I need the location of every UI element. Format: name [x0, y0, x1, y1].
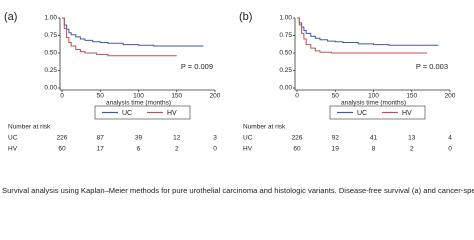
survival-curve [62, 17, 177, 57]
x-tick-label: 100 [368, 93, 379, 100]
risk-value: 226 [292, 135, 303, 142]
risk-value: 3 [213, 135, 217, 142]
survival-curve [62, 17, 204, 47]
risk-row-label: HV [243, 146, 253, 153]
p-value: P = 0.003 [416, 62, 448, 71]
risk-table-title: Number at risk [243, 124, 286, 131]
risk-value: 2 [410, 146, 414, 153]
risk-value: 41 [370, 135, 378, 142]
legend-box [329, 105, 426, 120]
y-tick-label: 0.00 [279, 85, 292, 92]
survival-curve [297, 17, 439, 46]
x-tick-label: 50 [97, 93, 105, 100]
risk-value: 12 [173, 135, 181, 142]
x-axis-title: analysis time (months) [106, 100, 171, 107]
risk-value: 60 [293, 146, 301, 153]
p-value: P = 0.009 [181, 62, 213, 71]
risk-value: 17 [97, 146, 105, 153]
x-tick-label: 0 [60, 93, 64, 100]
legend-label: HV [167, 110, 177, 117]
risk-row-label: UC [8, 135, 18, 142]
y-tick-label: 0.00 [44, 85, 57, 92]
y-tick-label: 0.25 [44, 67, 57, 74]
risk-value: 4 [448, 135, 452, 142]
y-tick-label: 0.75 [44, 32, 57, 39]
x-tick-label: 150 [171, 93, 182, 100]
risk-value: 6 [137, 146, 141, 153]
x-axis-title: analysis time (months) [341, 100, 406, 107]
y-tick-label: 0.50 [44, 50, 57, 57]
risk-value: 60 [58, 146, 66, 153]
risk-value: 0 [213, 146, 217, 153]
caption: Survival analysis using Kaplan–Meier met… [2, 186, 474, 195]
y-tick-label: 0.50 [279, 50, 292, 57]
y-tick-label: 0.25 [279, 67, 292, 74]
legend-label: HV [402, 110, 412, 117]
y-tick-label: 0.75 [279, 32, 292, 39]
survival-curve [297, 17, 428, 54]
y-tick-label: 1.00 [279, 15, 292, 22]
risk-value: 2 [175, 146, 179, 153]
risk-value: 92 [332, 135, 340, 142]
risk-value: 19 [332, 146, 340, 153]
x-tick-label: 0 [295, 93, 299, 100]
risk-value: 13 [408, 135, 416, 142]
figure: Survival analysis using Kaplan–Meier met… [2, 11, 474, 195]
x-tick-label: 200 [210, 93, 221, 100]
panel-label: (b) [239, 11, 252, 23]
risk-value: 87 [97, 135, 105, 142]
risk-table-title: Number at risk [8, 124, 51, 131]
panel-label: (a) [4, 11, 17, 23]
legend-box [94, 105, 191, 120]
x-tick-label: 200 [445, 93, 456, 100]
x-tick-label: 150 [406, 93, 417, 100]
risk-value: 39 [135, 135, 143, 142]
x-tick-label: 100 [133, 93, 144, 100]
legend-label: UC [122, 110, 132, 117]
risk-value: 0 [448, 146, 452, 153]
risk-value: 226 [57, 135, 68, 142]
x-tick-label: 50 [332, 93, 340, 100]
risk-row-label: UC [243, 135, 253, 142]
risk-row-label: HV [8, 146, 18, 153]
risk-value: 8 [372, 146, 376, 153]
y-tick-label: 1.00 [44, 15, 57, 22]
legend-label: UC [357, 110, 367, 117]
